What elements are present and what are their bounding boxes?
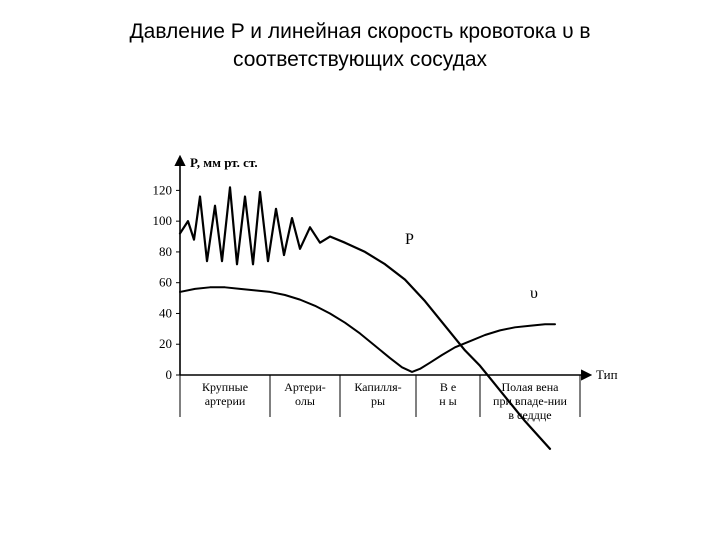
slide-title: Давление P и линейная скорость кровотока… <box>0 18 720 75</box>
y-axis-title: P, мм рт. ст. <box>190 155 258 170</box>
x-category-label: Полая вена <box>501 380 559 394</box>
x-category-label: артерии <box>205 394 246 408</box>
title-line-2: соответствующих сосудах <box>233 48 487 71</box>
y-tick-label: 0 <box>166 367 173 382</box>
x-axis-title: Тип сосуда <box>596 367 620 382</box>
x-category-label: Крупные <box>202 380 248 394</box>
series-label-v: υ <box>530 285 538 302</box>
x-category-label: Артери- <box>284 380 326 394</box>
y-tick-label: 40 <box>159 305 172 320</box>
series-label-P: P <box>405 231 414 248</box>
y-tick-label: 120 <box>153 182 173 197</box>
y-tick-label: 20 <box>159 336 172 351</box>
y-tick-label: 80 <box>159 244 172 259</box>
x-category-label: Капилля- <box>354 380 401 394</box>
y-tick-label: 60 <box>159 275 172 290</box>
series-v <box>180 287 555 372</box>
series-P <box>180 187 550 449</box>
pressure-velocity-chart: P, мм рт. ст. 0 20 40 60 80 100 120 Крупныеартер… <box>120 150 620 465</box>
title-line-1: Давление P и линейная скорость кровотока… <box>129 20 590 43</box>
x-category-label: н ы <box>439 394 456 408</box>
x-category-label: В е <box>440 380 456 394</box>
y-tick-label: 100 <box>153 213 173 228</box>
x-category-label: ры <box>371 394 385 408</box>
x-category-label: олы <box>295 394 315 408</box>
